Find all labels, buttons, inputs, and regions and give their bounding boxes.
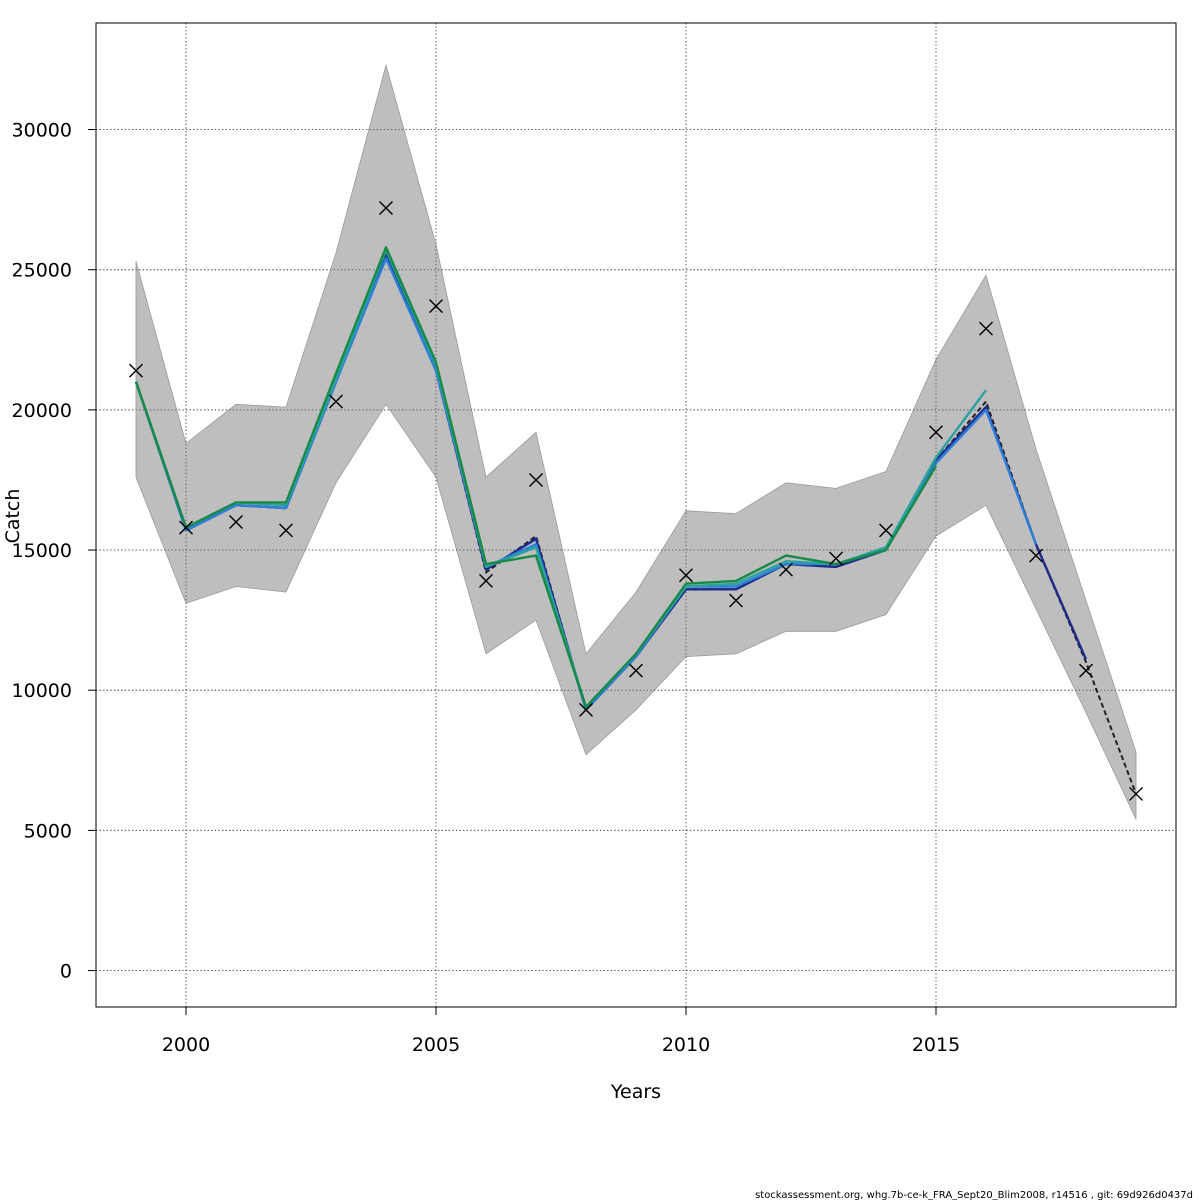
marker-stroke	[979, 321, 993, 336]
y-tick-label-10000: 10000	[12, 680, 72, 702]
observed-marker-2016	[979, 321, 993, 336]
y-tick-label-5000: 5000	[24, 820, 72, 842]
marker-stroke	[779, 562, 793, 577]
y-axis: 0 5000 10000 15000 20000 25000 30000	[12, 120, 96, 983]
marker-stroke	[279, 523, 293, 538]
confidence-band	[135, 63, 1137, 820]
marker-stroke	[579, 702, 593, 717]
observed-marker-2015	[929, 425, 943, 440]
confidence-band-layer	[135, 63, 1137, 820]
marker-stroke	[679, 568, 693, 583]
x-axis: 2000 2005 2010 2015	[162, 1007, 960, 1056]
observed-marker-2009	[629, 663, 643, 678]
x-tick-label-2010: 2010	[662, 1034, 710, 1056]
marker-stroke	[1079, 663, 1093, 678]
marker-stroke	[1129, 786, 1143, 801]
observed-marker-2017	[1029, 548, 1043, 563]
y-axis-title: Catch	[2, 489, 24, 544]
observed-markers	[129, 201, 1143, 801]
observed-marker-2019	[1129, 786, 1143, 801]
observed-marker-2018	[1079, 663, 1093, 678]
observed-marker-2002	[279, 523, 293, 538]
marker-stroke	[229, 515, 243, 530]
y-tick-label-30000: 30000	[12, 120, 72, 142]
x-tick-label-2005: 2005	[412, 1034, 460, 1056]
observed-marker-2003	[329, 394, 343, 409]
observed-marker-2001	[229, 515, 243, 530]
marker-stroke	[479, 573, 493, 588]
observed-marker-2013	[829, 551, 843, 566]
marker-stroke	[129, 363, 143, 378]
marker-stroke	[179, 520, 193, 535]
marker-stroke	[429, 299, 443, 314]
observed-marker-2000	[179, 520, 193, 535]
y-tick-label-20000: 20000	[12, 400, 72, 422]
marker-stroke	[1029, 548, 1043, 563]
x-tick-label-2000: 2000	[162, 1034, 210, 1056]
marker-stroke	[829, 551, 843, 566]
observed-marker-2011	[729, 593, 743, 608]
observed-marker-2007	[529, 472, 543, 487]
observed-marker-1999	[129, 363, 143, 378]
observed-marker-2010	[679, 568, 693, 583]
marker-stroke	[379, 201, 393, 216]
x-axis-title: Years	[610, 1081, 661, 1103]
marker-stroke	[929, 425, 943, 440]
observed-marker-2012	[779, 562, 793, 577]
marker-stroke	[329, 394, 343, 409]
y-tick-label-15000: 15000	[12, 540, 72, 562]
observed-marker-2004	[379, 201, 393, 216]
observed-marker-2008	[579, 702, 593, 717]
observed-marker-2006	[479, 573, 493, 588]
observed-marker-2014	[879, 523, 893, 538]
footer-source: stockassessment.org, whg.7b-ce-k_FRA_Sep…	[755, 1190, 1193, 1200]
observed-marker-2005	[429, 299, 443, 314]
marker-stroke	[529, 472, 543, 487]
x-tick-label-2015: 2015	[912, 1034, 960, 1056]
marker-stroke	[879, 523, 893, 538]
marker-stroke	[629, 663, 643, 678]
marker-stroke	[729, 593, 743, 608]
grid-lines-overlay	[96, 23, 1176, 1007]
series-line-run-4	[134, 246, 938, 709]
y-tick-label-0: 0	[60, 961, 72, 983]
plot-frame	[95, 22, 1177, 1008]
y-tick-label-25000: 25000	[12, 260, 72, 282]
